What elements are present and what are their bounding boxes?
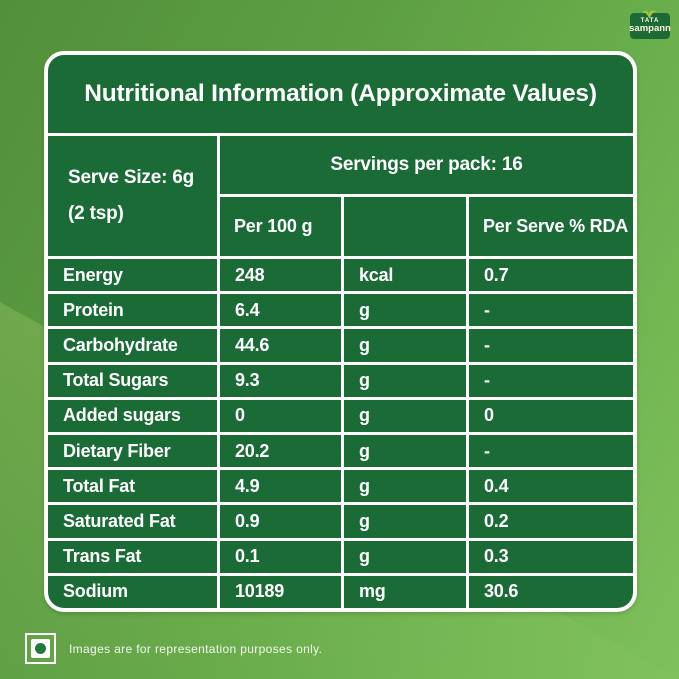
row-value-per-serve: 0.3 (469, 540, 633, 573)
row-label-total-fat: Total Fat (48, 470, 217, 503)
row-value-unit: g (344, 540, 466, 573)
row-value-unit: kcal (344, 259, 466, 292)
row-value-unit: g (344, 294, 466, 327)
row-label-total-sugars: Total Sugars (48, 364, 217, 397)
row-value-unit: g (344, 399, 466, 432)
row-label-protein: Protein (48, 294, 217, 327)
row-value-per-serve: - (469, 294, 633, 327)
serve-size-line1: Serve Size: 6g (68, 167, 195, 188)
row-value-unit: g (344, 470, 466, 503)
row-label-carbohydrate: Carbohydrate (48, 329, 217, 362)
servings-per-pack-cell: Servings per pack: 16 (220, 136, 633, 194)
row-value-per100: 0.9 (220, 505, 341, 538)
col-header-per-serve-rda: Per Serve % RDA (469, 197, 633, 256)
row-value-unit: g (344, 364, 466, 397)
nutrition-table: Nutritional Information (Approximate Val… (44, 51, 637, 612)
serve-size-cell: Serve Size: 6g (2 tsp) (48, 136, 217, 256)
row-label-sodium: Sodium (48, 575, 217, 608)
row-value-per100: 10189 (220, 575, 341, 608)
row-value-per-serve: 0.2 (469, 505, 633, 538)
row-value-per100: 20.2 (220, 435, 341, 468)
table-title: Nutritional Information (Approximate Val… (48, 55, 633, 133)
serve-size-line2: (2 tsp) (68, 203, 124, 224)
row-label-added-sugars: Added sugars (48, 399, 217, 432)
veg-mark-icon (25, 633, 56, 664)
row-value-per100: 248 (220, 259, 341, 292)
brand-sampann-text: sampann (629, 23, 671, 34)
footer: Images are for representation purposes o… (25, 633, 322, 664)
tata-sampann-logo: TATA sampann (629, 10, 671, 39)
row-value-per100: 0.1 (220, 540, 341, 573)
row-value-per-serve: 0 (469, 399, 633, 432)
row-value-per100: 4.9 (220, 470, 341, 503)
row-value-per100: 44.6 (220, 329, 341, 362)
row-value-per100: 0 (220, 399, 341, 432)
row-value-per100: 6.4 (220, 294, 341, 327)
row-value-per-serve: 0.4 (469, 470, 633, 503)
row-label-saturated-fat: Saturated Fat (48, 505, 217, 538)
row-value-per-serve: 30.6 (469, 575, 633, 608)
col-header-unit (344, 197, 466, 256)
row-value-unit: g (344, 329, 466, 362)
row-value-per-serve: 0.7 (469, 259, 633, 292)
row-value-unit: mg (344, 575, 466, 608)
row-label-dietary-fiber: Dietary Fiber (48, 435, 217, 468)
row-value-per100: 9.3 (220, 364, 341, 397)
row-value-unit: g (344, 435, 466, 468)
brand-tata-text: TATA (640, 18, 660, 24)
row-value-per-serve: - (469, 364, 633, 397)
leaf-icon (642, 6, 657, 24)
row-value-unit: g (344, 505, 466, 538)
row-value-per-serve: - (469, 435, 633, 468)
col-header-per-100g: Per 100 g (220, 197, 341, 256)
disclaimer-text: Images are for representation purposes o… (69, 641, 323, 656)
row-value-per-serve: - (469, 329, 633, 362)
row-label-energy: Energy (48, 259, 217, 292)
row-label-trans-fat: Trans Fat (48, 540, 217, 573)
